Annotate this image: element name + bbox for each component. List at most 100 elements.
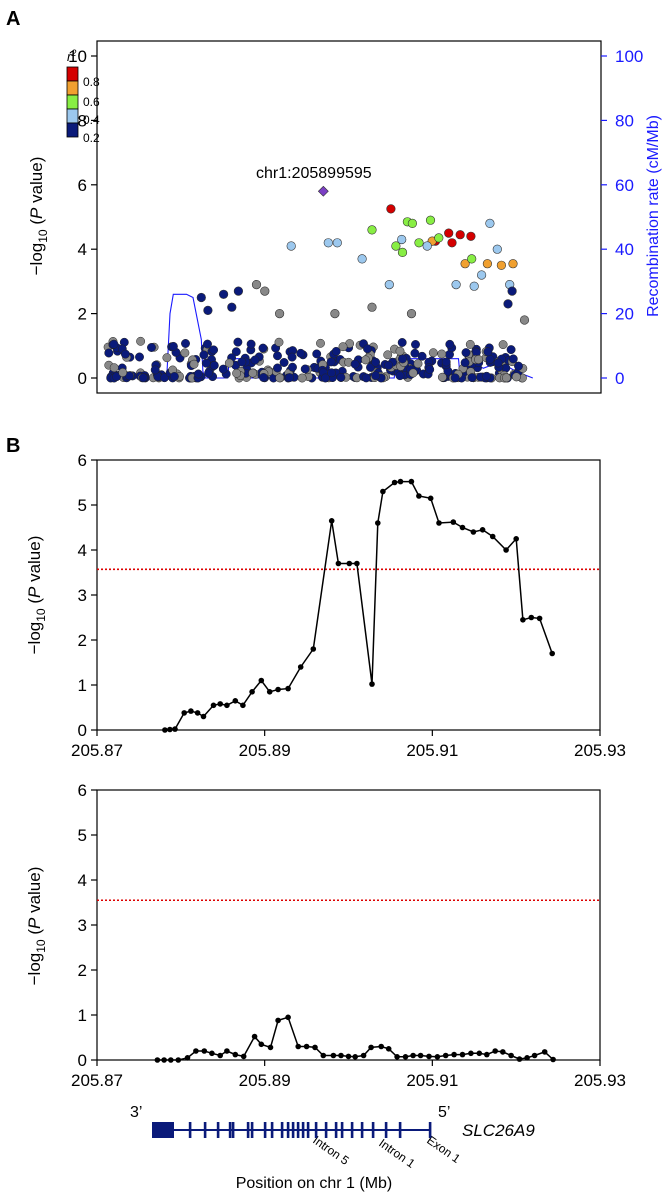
panel-b-bottom-plot: 0 1 2 3 4 5 6 205.87 205.89 205.91 205.93: [71, 781, 626, 1090]
gene-exon: [384, 1122, 388, 1138]
snp-point: [467, 254, 477, 264]
snp-point-background: [120, 349, 130, 359]
panel-b-bottom-data-point: [476, 1050, 483, 1057]
snp-point-background: [135, 352, 144, 362]
snp-point-background: [383, 350, 393, 360]
panel-a-right-ytick-label: 80: [615, 111, 634, 130]
panel-b-top-data-point: [210, 702, 217, 709]
legend-tick-06: 0.6: [83, 95, 100, 109]
panel-a-frame: [96, 40, 602, 394]
panel-b-top-data-point: [188, 708, 194, 714]
panel-b-bottom-data-point: [368, 1044, 374, 1051]
gene-exon: [286, 1122, 290, 1138]
panel-b-bottom-data-point: [345, 1053, 352, 1060]
snp-point-background: [118, 368, 128, 377]
snp-point-background: [397, 338, 407, 347]
panel-b-bottom-data-point: [531, 1052, 538, 1059]
gene-exon: [340, 1122, 344, 1138]
panel-b-bottom-data-point: [385, 1046, 392, 1052]
snp-point: [384, 280, 394, 290]
snp-point-background: [428, 348, 438, 358]
panel-b-bottom-data-point: [434, 1054, 441, 1060]
snp-point-background: [237, 357, 247, 367]
snp-point-background: [199, 350, 209, 360]
snp-point-background: [297, 373, 307, 383]
panel-b-bottom-series-line: [157, 1016, 554, 1061]
snp-point-background: [508, 354, 518, 364]
snp-point-background: [450, 373, 460, 383]
panel-b-top-data-point: [489, 533, 496, 540]
panel-b-top-plot: 0 1 2 3 4 5 6 205.87 205.89 205.91 205.93: [71, 451, 626, 760]
panel-a-right-ytick-label: 20: [615, 305, 634, 324]
panel-b-top-data-point: [172, 726, 178, 732]
snp-point-background: [316, 338, 325, 348]
snp-point-background: [460, 358, 470, 368]
snp-point: [397, 234, 407, 245]
panel-b-top-data-point: [380, 488, 386, 495]
panel-b-bottom-data-point: [258, 1041, 265, 1048]
panel-b-bottom-data-point: [417, 1052, 424, 1059]
snp-point-background: [296, 348, 306, 358]
panel-a-ytick-label: 4: [78, 240, 87, 259]
panel-b-top-xtick-label: 205.91: [406, 741, 458, 760]
panel-b-top-data-point: [536, 615, 543, 622]
panel-b-top-ytick-label: 6: [78, 451, 87, 470]
snp-point-background: [511, 372, 521, 382]
snp-point: [508, 259, 518, 269]
panel-b-bottom-ytick-label: 4: [78, 871, 87, 890]
panel-b-bottom-ytick-label: 5: [78, 826, 87, 845]
panel-b-top-data-point: [328, 518, 335, 524]
panel-b-bottom-data-point: [541, 1049, 548, 1055]
snp-point: [496, 260, 507, 270]
snp-point-background: [441, 357, 451, 367]
gene-exon: [228, 1122, 232, 1138]
panel-b-top-data-point: [258, 677, 265, 684]
x-axis-label: Position on chr 1 (Mb): [236, 1175, 393, 1192]
snp-point-background: [273, 363, 282, 373]
panel-b-top-xtick-label: 205.89: [239, 741, 291, 760]
gene-5prime-label: 5’: [438, 1104, 450, 1121]
gene-exon: [216, 1122, 220, 1138]
panel-b-top-data-point: [513, 536, 519, 542]
snp-point-background: [395, 371, 405, 381]
panel-b-top-series-line: [164, 480, 553, 731]
panel-b-bottom-data-point: [251, 1033, 258, 1040]
panel-a-ytick-label: 10: [68, 47, 87, 66]
snp-point-background: [248, 368, 258, 378]
panel-b-top-data-point: [162, 727, 168, 733]
snp-point-background: [506, 345, 516, 355]
snp-point: [367, 225, 377, 235]
panel-b-top-data-point: [549, 650, 555, 657]
snp-point-background: [312, 349, 322, 359]
snp-point-background: [384, 360, 394, 370]
legend-tick-02: 0.2: [83, 131, 100, 145]
panel-a-right-ytick-label: 100: [615, 47, 643, 66]
snp-point-background: [483, 347, 493, 357]
gene-model: 3’ 5’ SLC26A9 Intron 5 Intron 1 Exon 1: [130, 1104, 535, 1171]
panel-b-top-data-point: [459, 524, 466, 531]
panel-b-bottom-ytick-label: 6: [78, 781, 87, 800]
panel-b-bottom-data-point: [550, 1056, 556, 1063]
snp-point-background: [258, 343, 268, 353]
snp-point-background: [136, 336, 146, 346]
snp-point: [492, 244, 502, 254]
snp-point-background: [474, 355, 483, 364]
snp-point-background: [501, 373, 511, 383]
gene-label-intron1: Intron 1: [376, 1136, 418, 1171]
snp-point-background: [413, 359, 423, 369]
snp-point-background: [485, 354, 495, 364]
snp-point-background: [162, 353, 172, 363]
legend-swatch-4: [66, 108, 79, 124]
gene-exon: [231, 1122, 235, 1138]
panel-b-top-data-point: [181, 710, 187, 716]
snp-point-background: [514, 361, 523, 371]
gene-name: SLC26A9: [462, 1121, 535, 1140]
panel-b-top-data-point: [217, 701, 223, 707]
panel-b-bottom-data-point: [442, 1052, 449, 1059]
snp-point: [391, 241, 401, 251]
snp-point: [219, 289, 229, 299]
panel-b-bottom-data-point: [451, 1051, 457, 1058]
snp-point: [323, 238, 333, 248]
snp-point-background: [285, 373, 295, 383]
snp-point-background: [300, 364, 310, 374]
